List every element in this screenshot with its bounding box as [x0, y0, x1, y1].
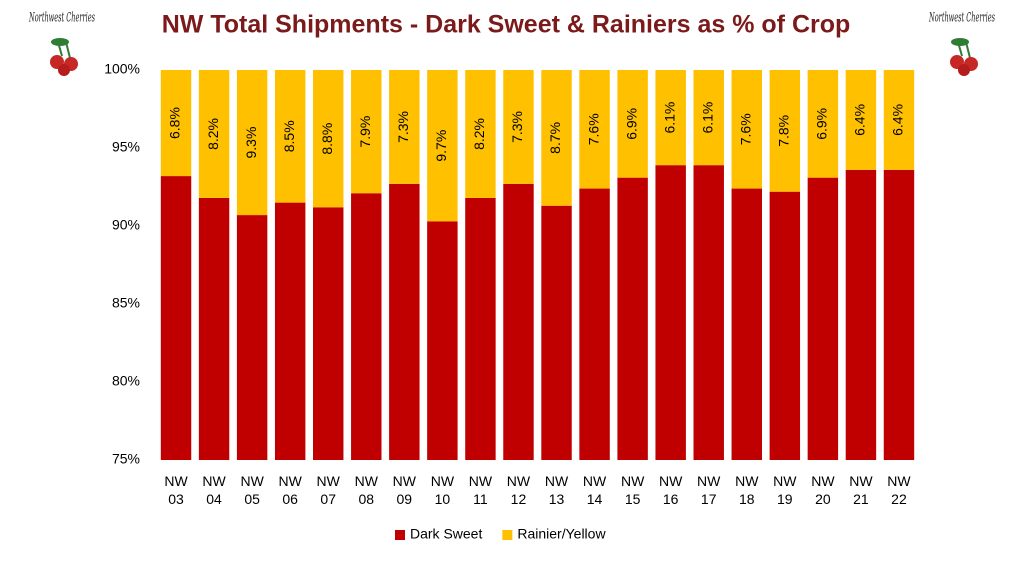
value-label: 9.7%: [433, 130, 449, 162]
logo-text: Northwest Cherries: [928, 11, 995, 26]
bar-segment: [769, 191, 801, 460]
bar-segment: [389, 70, 420, 184]
bar-segment: [427, 221, 458, 460]
bar-segment: [236, 70, 268, 216]
bar-segment: [198, 197, 230, 461]
bar-segment: [465, 70, 496, 198]
bar-segment: [427, 70, 458, 222]
x-tick-label: NW 12: [506, 473, 531, 507]
chart-title: NW Total Shipments - Dark Sweet & Rainie…: [162, 11, 851, 39]
bar-segment: [389, 183, 420, 460]
x-tick-label: NW 17: [697, 473, 721, 507]
bar-segment: [465, 197, 496, 461]
bar-segment: [198, 70, 230, 198]
x-tick-label: NW 03: [164, 473, 188, 507]
x-tick-label: NW 14: [582, 473, 607, 507]
x-tick-label: NW 15: [620, 473, 645, 507]
value-label: 6.9%: [623, 108, 639, 140]
bar-segment: [503, 183, 534, 460]
bar-segment: [731, 70, 762, 189]
bar-segment: [807, 177, 839, 460]
x-tick-label: NW 05: [240, 473, 264, 507]
x-tick-label: NW 06: [278, 473, 302, 507]
bar-segment: [883, 70, 915, 170]
bar-segment: [807, 70, 839, 178]
x-tick-label: NW 10: [430, 473, 455, 507]
value-label: 8.2%: [471, 118, 487, 150]
value-label: 7.6%: [737, 113, 753, 145]
legend-label: Dark Sweet: [410, 526, 482, 542]
y-tick-label: 85%: [112, 295, 140, 311]
bar-segment: [351, 193, 382, 461]
value-label: 6.8%: [167, 107, 183, 139]
value-label: 7.3%: [509, 111, 525, 143]
value-label: 8.7%: [547, 122, 563, 154]
logo-left: Northwest Cherries: [28, 11, 95, 76]
x-tick-label: NW 11: [468, 473, 493, 507]
x-tick-label: NW 08: [354, 473, 378, 507]
bar-segment: [845, 169, 877, 460]
bar-segment: [617, 177, 648, 460]
x-tick-label: NW 20: [811, 473, 835, 507]
x-tick-label: NW 07: [316, 473, 340, 507]
value-label: 8.5%: [281, 120, 297, 152]
bar-segment: [579, 70, 610, 189]
bar-segment: [693, 70, 724, 166]
bar-segment: [313, 207, 344, 460]
logo-right: Northwest Cherries: [928, 11, 995, 76]
x-tick-label: NW 04: [202, 473, 226, 507]
value-label: 7.3%: [395, 111, 411, 143]
x-tick-label: NW 21: [849, 473, 873, 507]
y-tick-label: 100%: [104, 61, 140, 77]
bar-segment: [617, 70, 648, 178]
value-label: 7.9%: [357, 116, 373, 148]
y-tick-label: 75%: [112, 451, 140, 467]
value-label: 7.8%: [776, 115, 792, 147]
value-label: 6.1%: [661, 102, 677, 134]
bar-segment: [503, 70, 534, 184]
value-label: 6.4%: [890, 104, 906, 136]
bar-segment: [693, 165, 724, 460]
bar-segment: [274, 202, 306, 460]
bar-segment: [541, 205, 572, 460]
bar-segment: [313, 70, 344, 208]
bar-segment: [274, 70, 306, 203]
bar-segment: [351, 70, 382, 194]
value-label: 8.2%: [205, 118, 221, 150]
x-tick-label: NW 16: [659, 473, 683, 507]
bar-segment: [655, 165, 686, 460]
x-tick-label: NW 19: [773, 473, 797, 507]
bar-segment: [579, 188, 610, 460]
legend-label: Rainier/Yellow: [517, 526, 606, 542]
x-tick-label: NW 22: [887, 473, 911, 507]
bar-segment: [160, 70, 192, 177]
bar-segment: [236, 215, 268, 460]
value-label: 6.1%: [699, 102, 715, 134]
bar-segment: [160, 176, 192, 460]
bar-segment: [655, 70, 686, 166]
value-label: 8.8%: [319, 123, 335, 155]
bar-segment: [541, 70, 572, 206]
legend-swatch: [502, 530, 513, 540]
value-label: 6.4%: [852, 104, 868, 136]
legend-swatch: [395, 530, 405, 540]
bar-segment: [845, 70, 877, 170]
y-tick-label: 95%: [112, 139, 140, 155]
x-tick-label: NW 09: [392, 473, 416, 507]
y-tick-label: 80%: [112, 373, 140, 389]
bar-segment: [769, 70, 801, 192]
x-tick-label: NW 13: [544, 473, 569, 507]
value-label: 6.9%: [814, 108, 830, 140]
y-tick-label: 90%: [112, 217, 140, 233]
value-label: 9.3%: [243, 127, 259, 159]
bar-segment: [731, 188, 762, 460]
value-label: 7.6%: [585, 113, 601, 145]
logo-text: Northwest Cherries: [28, 11, 95, 26]
x-tick-label: NW 18: [735, 473, 759, 507]
bar-segment: [883, 169, 915, 460]
